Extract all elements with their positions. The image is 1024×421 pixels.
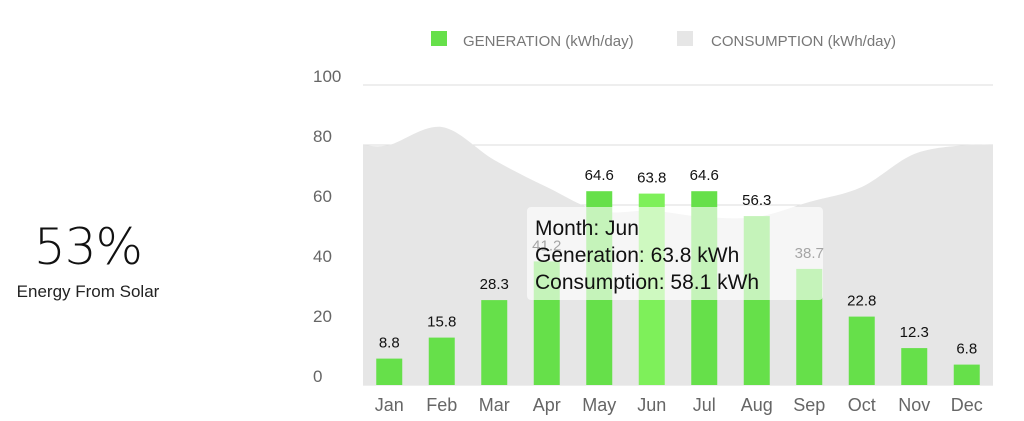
y-tick-label: 80 [313, 127, 332, 146]
x-tick-label: Apr [533, 395, 561, 415]
solar-percentage: 53% [33, 218, 143, 276]
chart-legend: GENERATION (kWh/day) CONSUMPTION (kWh/day… [431, 31, 896, 50]
bar-dec [953, 364, 980, 385]
y-axis: 0 20 40 60 80 100 [313, 67, 341, 386]
y-tick-label: 0 [313, 367, 322, 386]
x-tick-label: Dec [951, 395, 983, 415]
x-tick-label: Jan [375, 395, 404, 415]
chart-tooltip: Month: Jun Generation: 63.8 kWh Consumpt… [527, 207, 823, 300]
bar-label-nov: 12.3 [900, 324, 929, 341]
y-tick-label: 20 [313, 307, 332, 326]
bar-jan [376, 358, 403, 385]
x-tick-label: Jul [693, 395, 716, 415]
x-tick-label: Mar [479, 395, 510, 415]
legend-label-consumption: CONSUMPTION (kWh/day) [711, 33, 896, 50]
bar-label-oct: 22.8 [847, 293, 876, 310]
y-tick-label: 100 [313, 67, 341, 86]
y-tick-label: 40 [313, 247, 332, 266]
bar-feb [428, 337, 455, 385]
bar-label-may: 64.6 [585, 167, 614, 184]
x-tick-label: Nov [898, 395, 930, 415]
x-tick-label: Feb [426, 395, 457, 415]
bar-nov [901, 348, 928, 385]
bar-label-aug: 56.3 [742, 192, 771, 209]
bar-oct [848, 316, 875, 385]
solar-caption: Energy From Solar [16, 282, 160, 301]
x-axis: Jan Feb Mar Apr May Jun Jul Aug Sep Oct Nov Dec [375, 395, 983, 415]
bar-label-dec: 6.8 [956, 341, 977, 358]
x-tick-label: Aug [741, 395, 773, 415]
x-tick-label: Sep [793, 395, 825, 415]
legend-swatch-consumption [677, 31, 693, 46]
bar-mar [481, 300, 508, 385]
tooltip-generation: Generation: 63.8 kWh [535, 244, 740, 267]
legend-label-generation: GENERATION (kWh/day) [463, 33, 634, 50]
bar-label-feb: 15.8 [427, 314, 456, 331]
bar-label-jan: 8.8 [379, 335, 400, 352]
x-tick-label: Oct [848, 395, 876, 415]
x-tick-label: Jun [637, 395, 666, 415]
bar-label-mar: 28.3 [480, 276, 509, 293]
tooltip-consumption: Consumption: 58.1 kWh [535, 271, 760, 294]
tooltip-month: Month: Jun [535, 217, 639, 240]
bar-label-jul: 64.6 [690, 167, 719, 184]
solar-summary: 53% Energy From Solar [0, 222, 176, 302]
legend-swatch-generation [431, 31, 447, 46]
y-tick-label: 60 [313, 187, 332, 206]
bar-label-jun: 63.8 [637, 170, 666, 187]
x-tick-label: May [582, 395, 616, 415]
